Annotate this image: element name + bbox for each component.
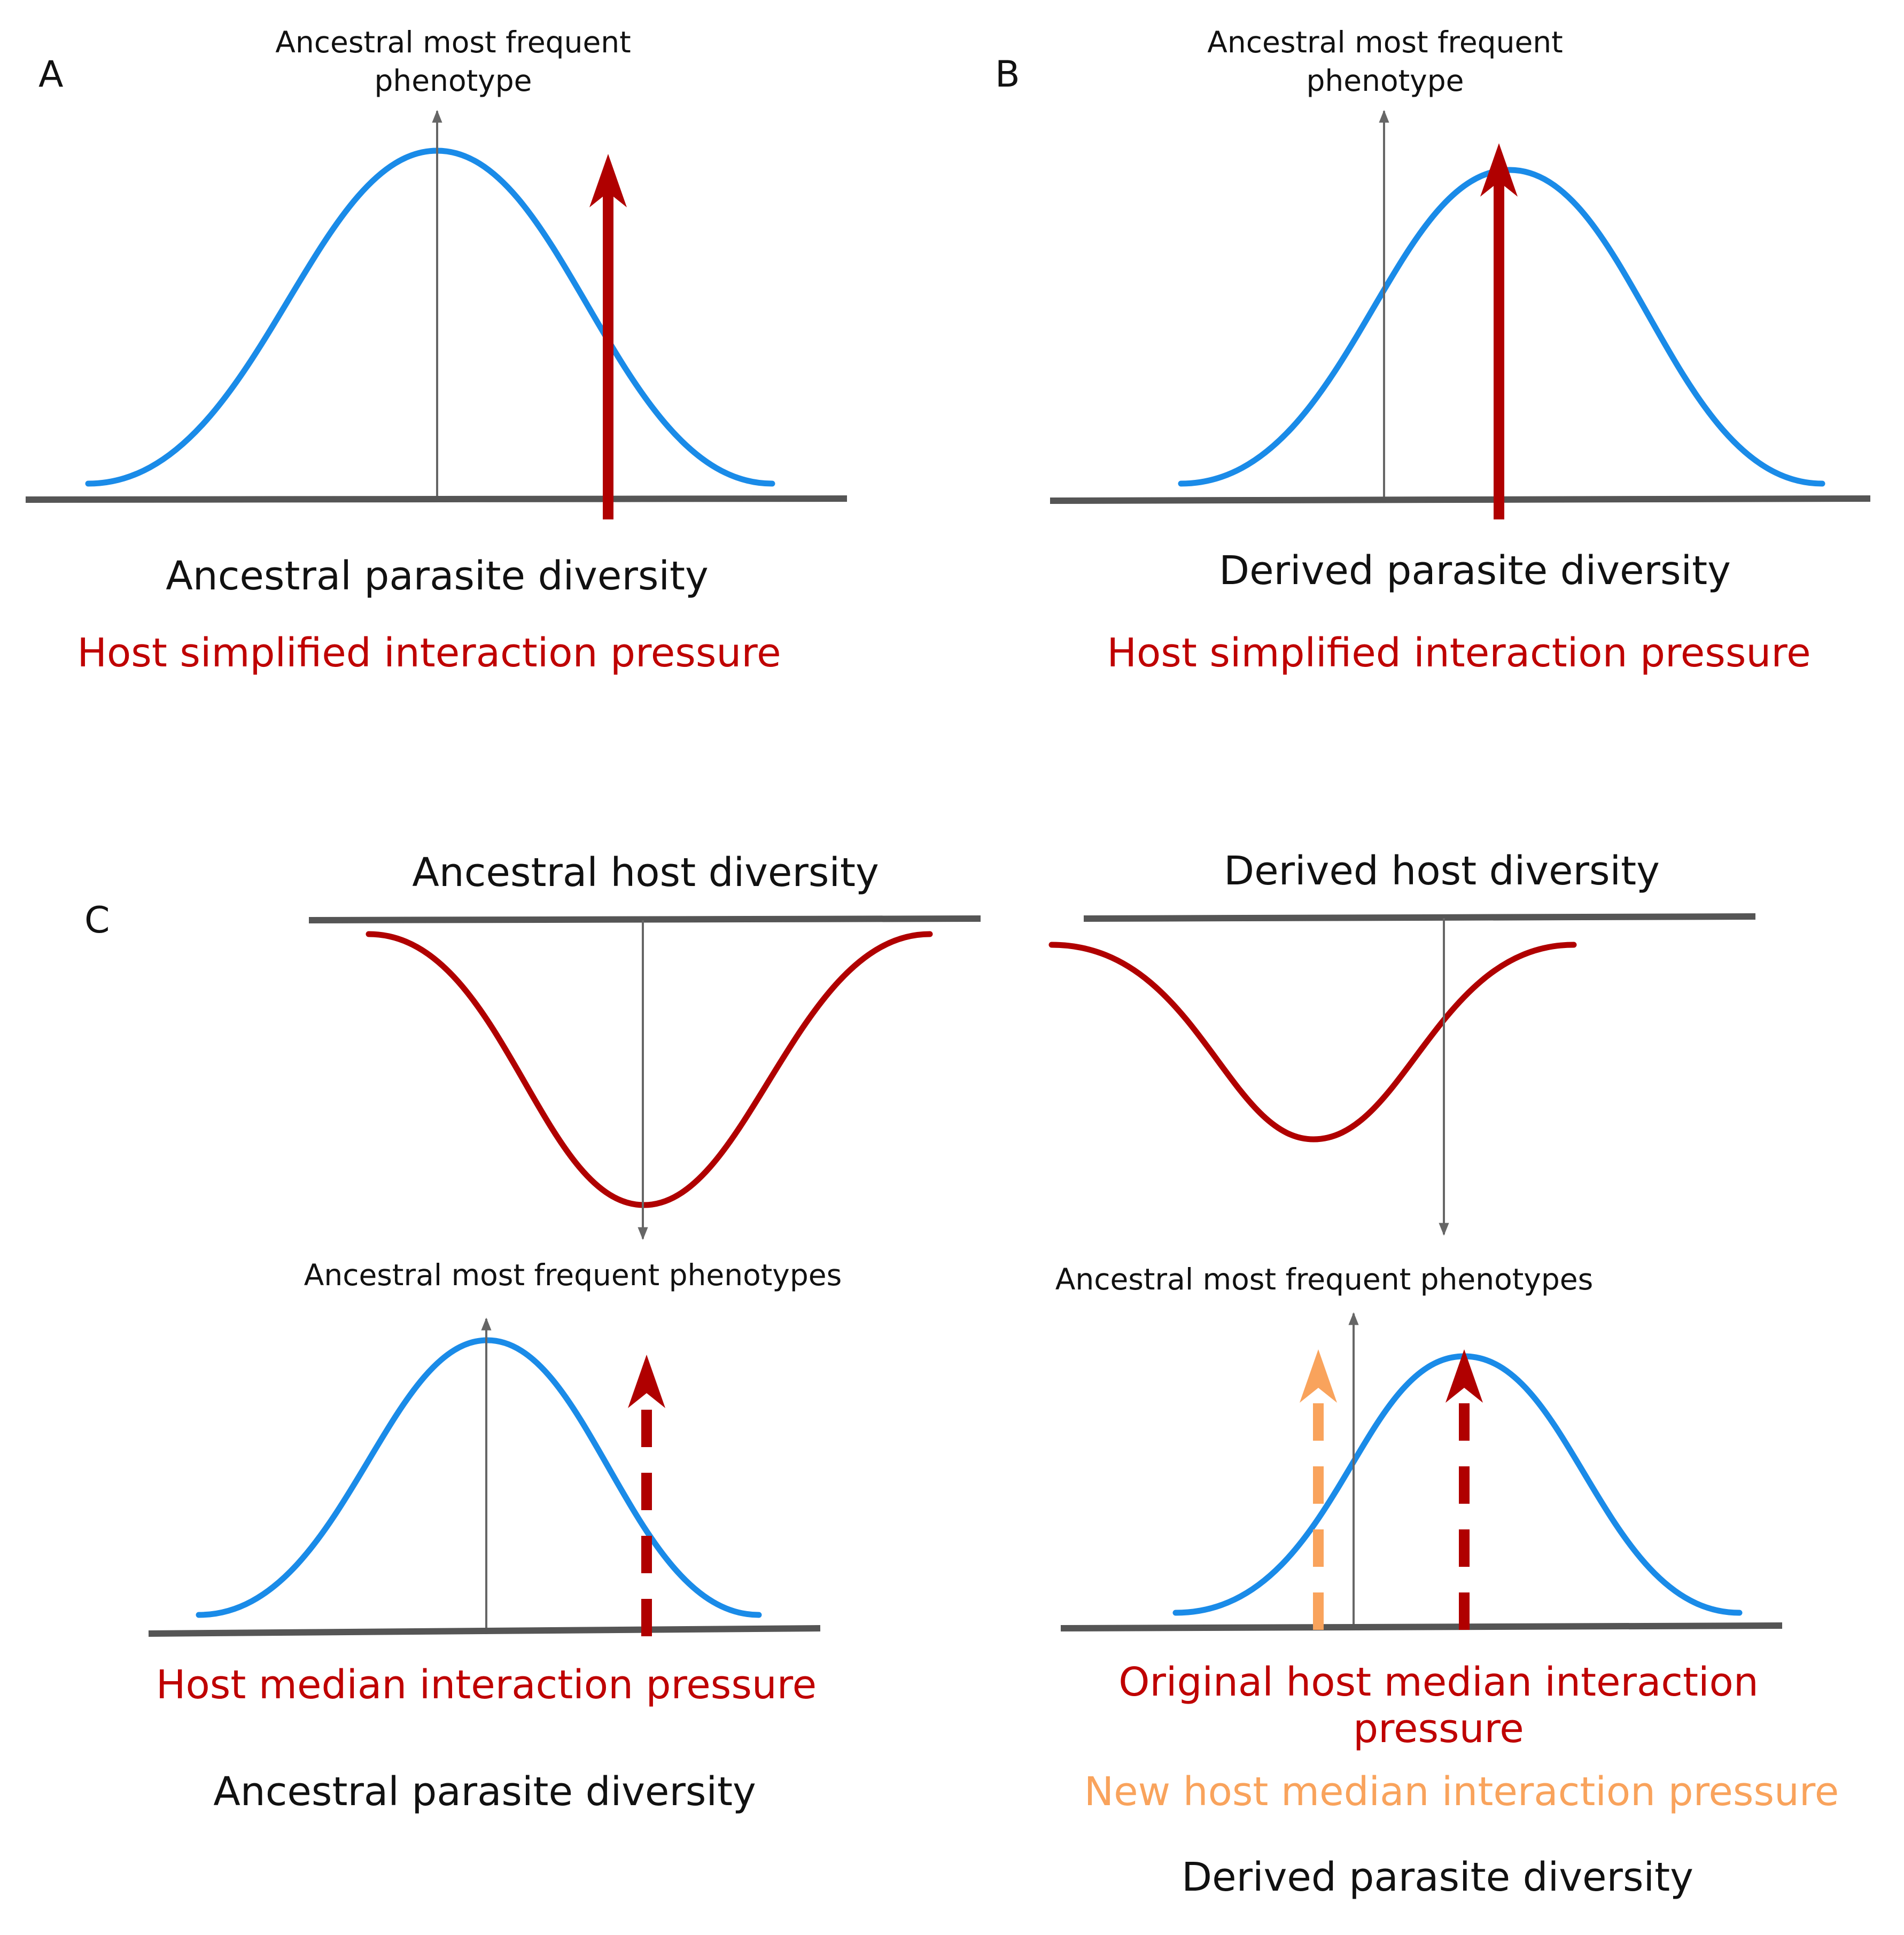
panel-b-letter: B (995, 53, 1020, 96)
panel-c-left-parasite-axis (148, 1625, 821, 1637)
panel-c-right-parasite-axis (1060, 1622, 1783, 1631)
panel-c-right: Derived host diversity Ancestral most fr… (1048, 848, 1839, 1900)
panel-c-left: Ancestral host diversity Ancestral most … (148, 850, 981, 1815)
panel-b-mode-label-line1: Ancestral most frequent (1207, 25, 1563, 59)
panel-c-right-host-label: Derived host diversity (1224, 848, 1660, 894)
panel-a-mode-label-line1: Ancestral most frequent (275, 25, 631, 59)
panel-a: A Ancestral most frequent phenotype Ance… (25, 25, 848, 676)
panel-b-pressure-arrow (1480, 143, 1518, 519)
panel-c-right-parasite-distribution-curve (1172, 1353, 1743, 1616)
panel-c-left-pressure-arrow (628, 1355, 665, 1636)
panel-c: C Ancestral host diversity Ancestral mos… (84, 848, 1839, 1900)
panel-c-letter: C (84, 899, 110, 942)
panel-c-right-host-distribution-curve (1048, 942, 1577, 1143)
panel-b-diversity-label: Derived parasite diversity (1219, 548, 1731, 594)
panel-a-pressure-arrow (589, 154, 627, 519)
panel-a-axis (25, 495, 848, 503)
panel-c-right-parasite-label: Derived parasite diversity (1182, 1854, 1693, 1900)
panel-b-parasite-distribution-curve (1178, 167, 1825, 487)
panel-c-right-original-pressure-label-line1: Original host median interaction (1118, 1659, 1758, 1705)
panel-c-right-original-pressure-label-line2: pressure (1353, 1706, 1524, 1752)
panel-a-mode-label-line2: phenotype (375, 64, 532, 98)
panel-b-axis (1050, 495, 1871, 504)
panel-a-letter: A (38, 53, 64, 96)
panel-c-right-mode-label: Ancestral most frequent phenotypes (1055, 1262, 1594, 1296)
panel-a-pressure-label: Host simplified interaction pressure (77, 630, 781, 676)
panel-c-right-original-pressure-arrow (1446, 1349, 1483, 1630)
panel-c-left-mode-label: Ancestral most frequent phenotypes (304, 1258, 842, 1292)
panel-c-left-host-axis (308, 915, 981, 923)
panel-c-left-parasite-distribution-curve (196, 1337, 762, 1618)
panel-a-diversity-label: Ancestral parasite diversity (166, 553, 709, 599)
panel-c-right-new-pressure-label: New host median interaction pressure (1084, 1769, 1839, 1815)
panel-c-left-host-label: Ancestral host diversity (412, 850, 879, 896)
panel-c-left-pressure-label: Host median interaction pressure (156, 1662, 817, 1708)
panel-c-right-host-axis (1083, 913, 1756, 922)
panel-b: B Ancestral most frequent phenotype Deri… (995, 25, 1871, 676)
panel-c-left-parasite-label: Ancestral parasite diversity (213, 1769, 756, 1815)
panel-b-pressure-label: Host simplified interaction pressure (1107, 630, 1810, 676)
panel-c-left-host-distribution-curve (366, 931, 933, 1208)
panel-b-mode-label-line2: phenotype (1307, 64, 1464, 98)
panel-a-parasite-distribution-curve (85, 147, 775, 487)
panel-c-right-new-pressure-arrow (1300, 1349, 1337, 1630)
